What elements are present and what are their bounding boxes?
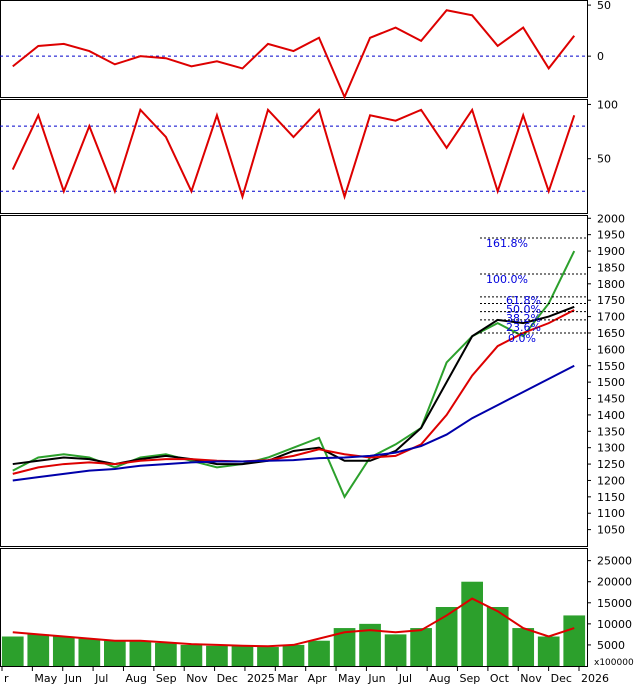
x-tick-label: Sep [156,672,177,685]
series-line [12,9,576,100]
y-tick-label: 1900 [597,245,625,258]
volume-bar [333,628,356,666]
y-tick-label: 5000 [597,639,625,652]
volume-bar [1,636,24,666]
x-tick-label: Aug [125,672,146,685]
y-tick-label: 1850 [597,261,625,274]
volume-bar [282,644,305,666]
panel-oscillator-2: 50 100 [0,98,618,214]
volume-bar [563,615,586,666]
series-line [12,305,575,466]
y-tick-label: 15000 [597,597,632,610]
x-tick-label: Apr [308,672,328,685]
x-tick-label: r [4,672,9,685]
y-tick-label: 50 [597,153,611,166]
y-tick-label: 1950 [597,229,625,242]
panel-border [0,99,588,214]
y-tick-label: 25000 [597,555,632,568]
y-tick-label: 1750 [597,294,625,307]
y-tick-label: 1450 [597,393,625,406]
x-tick-label: Oct [490,672,510,685]
y-tick-label: 1200 [597,474,625,487]
series-line [11,107,576,201]
volume-bar [104,640,126,666]
y-tick-label: 100 [597,98,618,111]
x-tick-label: May [34,672,57,685]
x-tick-label: Dec [217,672,238,685]
volume-unit-label: x100000 [594,658,634,668]
x-tick-label: Mar [277,672,298,685]
fib-label-161: 161.8% [486,237,528,250]
chart-panels: 0 50 50 100 1050 1100 1150 1200 1250 1300 1350 1400… [0,0,632,667]
fib-label-0: 0.0% [508,332,536,345]
volume-bar [486,607,509,666]
y-tick-label: 1650 [597,327,625,340]
fib-label-236: 23.6% [506,321,541,334]
y-tick-label: 10000 [597,618,632,631]
volume-bar [206,645,228,666]
volume-bar [257,647,279,666]
fib-label-382: 38.2% [506,312,541,325]
y-tick-label: 1350 [597,425,625,438]
volume-bar [461,581,483,666]
x-tick-label: Nov [520,672,542,685]
x-tick-label: Jul [398,672,412,685]
x-tick-label: Dec [551,672,572,685]
fib-label-100: 100.0% [486,273,528,286]
volume-ma-line [12,597,575,648]
y-tick-label: 1550 [597,360,625,373]
x-tick-label: Jun [367,672,385,685]
volume-bar [155,642,177,666]
y-tick-label: 0 [597,50,604,63]
x-tick-label: Jul [94,672,108,685]
panel-oscillator-1: 0 50 [0,0,611,100]
y-tick-label: 20000 [597,576,632,589]
volume-bar [231,645,254,666]
x-tick-label: 2025 [247,672,275,685]
panel-price: 1050 1100 1150 1200 1250 1300 1350 1400 1450 1500… [0,212,625,547]
y-tick-label: 1500 [597,376,625,389]
series-line [12,309,575,475]
volume-bar [384,634,407,666]
volume-bar [537,636,560,666]
fib-label-618: 61.8% [506,294,541,307]
x-tick-label: Aug [429,672,450,685]
y-tick-label: 1250 [597,458,625,471]
y-tick-label: 1600 [597,343,625,356]
y-tick-label: 2000 [597,212,625,225]
x-tick-label: May [338,672,361,685]
fibonacci-labels: 161.8% 100.0% 61.8% 50.0% 38.2% 23.6% 0.… [486,237,541,345]
y-tick-label: 1150 [597,491,625,504]
volume-bar [52,636,75,666]
fib-label-500: 50.0% [506,303,541,316]
volume-bar [512,628,535,666]
y-tick-label: 1050 [597,524,625,537]
volume-bar [27,634,50,666]
y-tick-label: 1100 [597,507,625,520]
series-line [12,364,575,482]
panel-volume: 5000 10000 15000 20000 25000 [0,548,632,667]
volume-bar [78,638,101,666]
y-tick-label: 1400 [597,409,625,422]
panel-border [0,215,588,547]
panel-border [0,548,588,667]
y-tick-label: 1800 [597,278,625,291]
volume-bar [308,640,330,666]
y-tick-label: 1700 [597,311,625,324]
volume-bar [435,607,458,666]
volume-bar [359,623,381,666]
volume-bar [180,644,203,666]
y-tick-label: 1300 [597,442,625,455]
x-axis: r May Jun Jul Aug Sep Nov Dec 2025 Mar Apr May Jun Ju… [1,666,609,685]
x-tick-label: Sep [460,672,481,685]
y-tick-label: 50 [597,0,611,12]
panel-border [0,0,588,98]
volume-bar [129,640,152,666]
x-tick-label: Nov [186,672,208,685]
volume-bar [410,628,432,666]
x-tick-label: Jun [64,672,82,685]
x-tick-label: 2026 [581,672,609,685]
